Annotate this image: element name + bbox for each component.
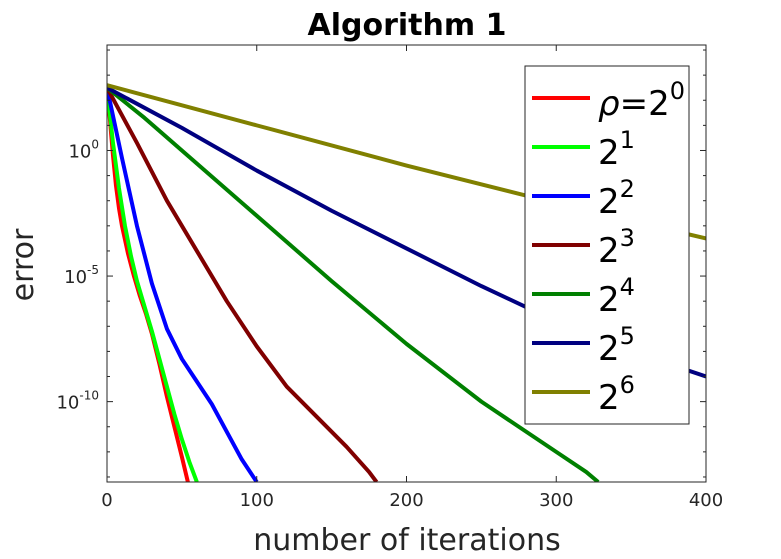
y-axis-title: error — [6, 228, 41, 301]
x-tick-label: 0 — [101, 490, 112, 511]
chart-title: Algorithm 1 — [308, 8, 507, 43]
series-line-4 — [107, 86, 600, 482]
series-line-2 — [107, 87, 259, 482]
series-line-1 — [107, 87, 199, 482]
legend-label-0: ρ=20 — [598, 77, 685, 124]
y-tick-label: 10-10 — [56, 389, 99, 414]
legend-label-2: 22 — [598, 175, 635, 222]
series-line-3 — [107, 86, 379, 482]
y-tick-label: 100 — [68, 137, 99, 162]
legend-label-3: 23 — [598, 224, 635, 271]
legend-label-5: 25 — [598, 322, 635, 369]
x-tick-label: 400 — [689, 490, 723, 511]
legend-label-4: 24 — [598, 273, 635, 320]
legend-label-6: 26 — [598, 371, 635, 418]
plot-frame — [106, 44, 707, 483]
y-tick-label: 10-5 — [64, 263, 99, 288]
x-tick-label: 300 — [539, 490, 573, 511]
tick-layer: 0 100 200 300 400 100 10-5 10-10 — [56, 45, 723, 511]
x-axis-title: number of iterations — [253, 523, 560, 558]
x-tick-label: 200 — [389, 490, 423, 511]
x-tick-label: 100 — [240, 490, 274, 511]
legend-label-1: 21 — [598, 126, 635, 173]
